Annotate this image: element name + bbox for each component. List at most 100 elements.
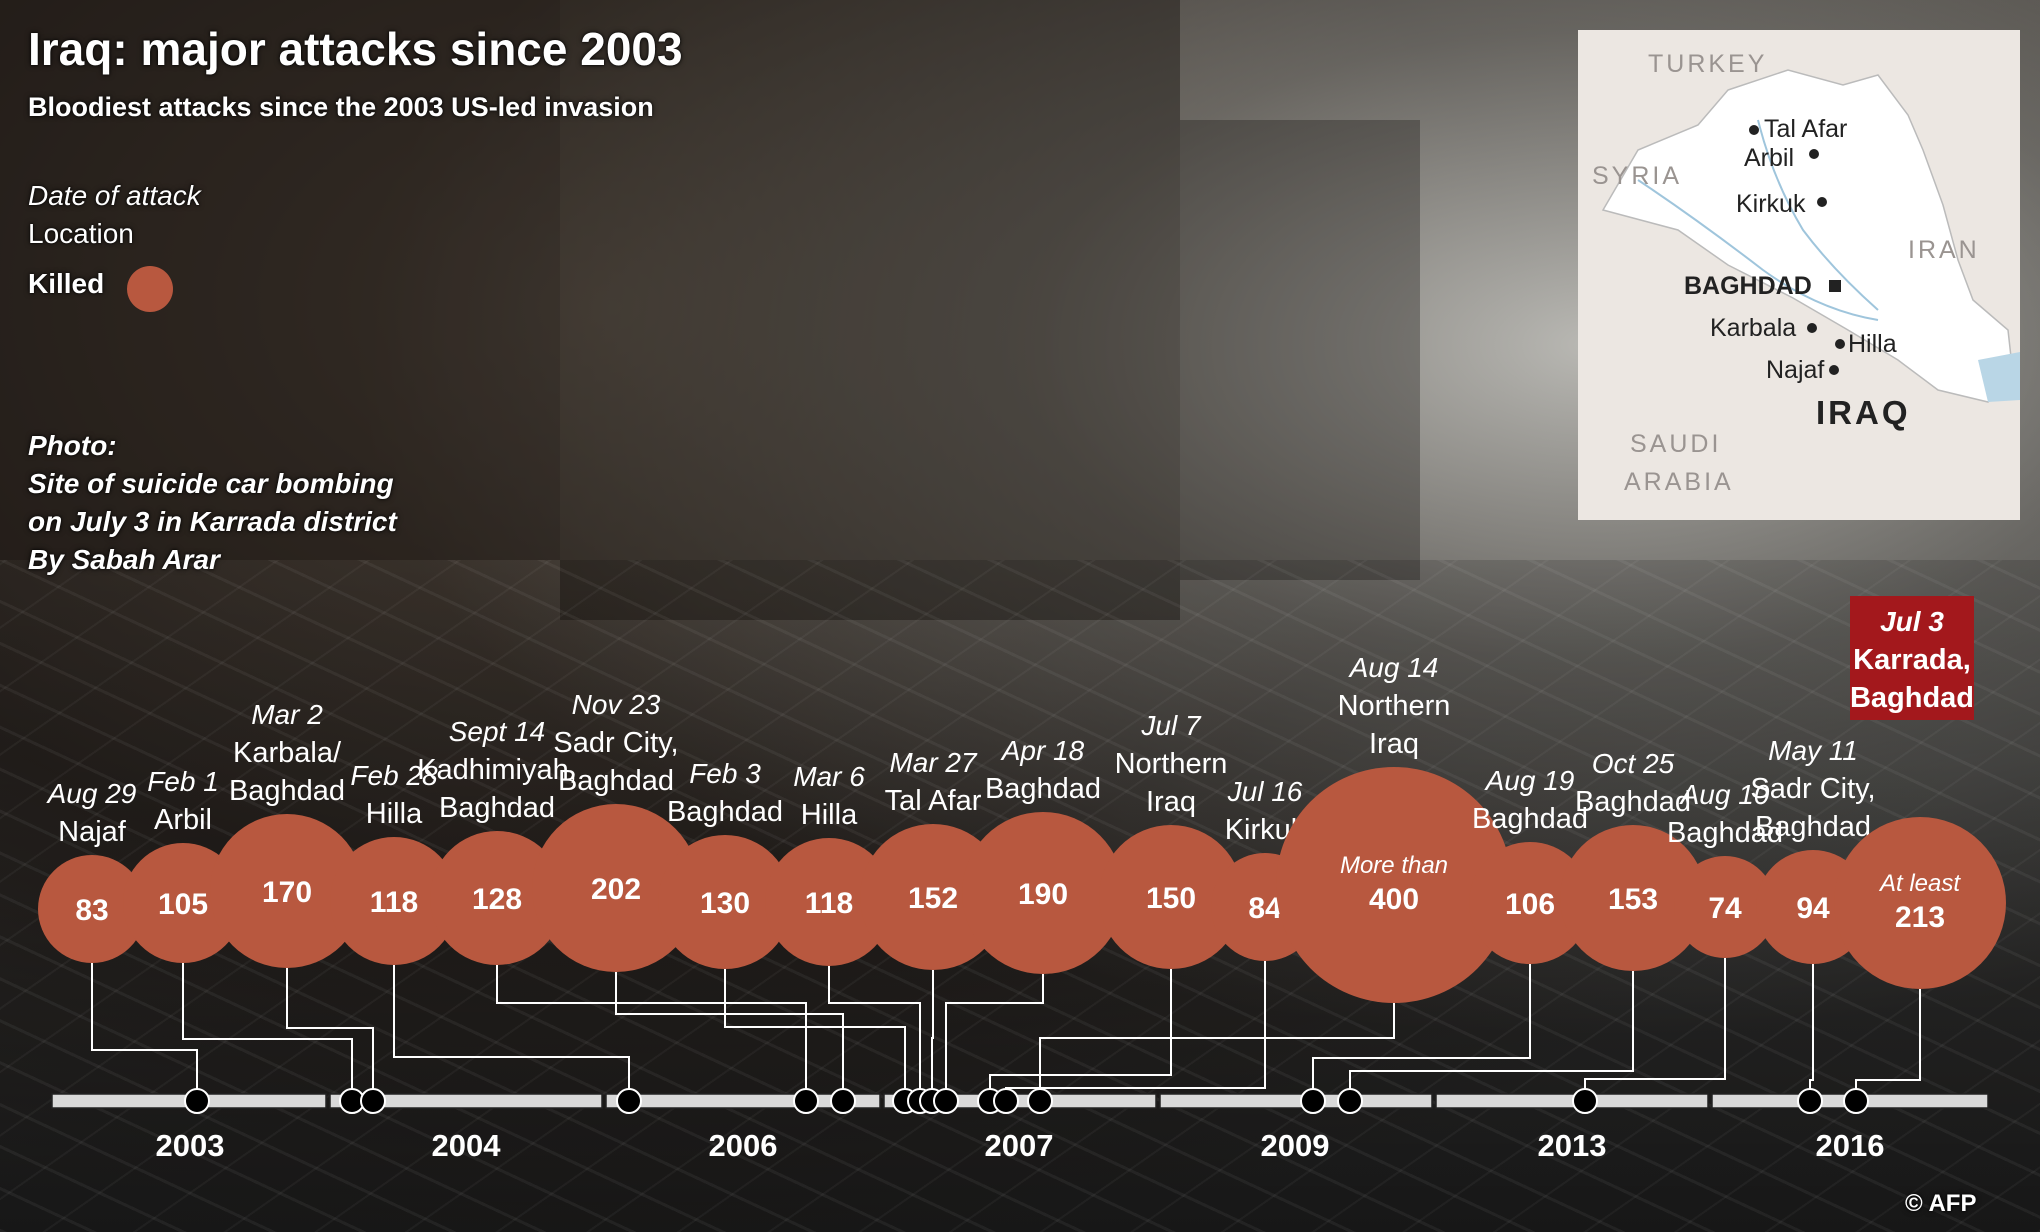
photo-credit-line2: Site of suicide car bombing <box>28 468 394 499</box>
event-connector-10 <box>989 969 1172 1101</box>
axis-year-label-2007: 2007 <box>985 1128 1054 1163</box>
event-date-label-1: Feb 1 <box>147 766 219 797</box>
event-location-label-7-0: Hilla <box>801 799 858 831</box>
killed-value-label-15: 74 <box>1708 892 1742 925</box>
event-location-label-3-0: Hilla <box>366 798 423 830</box>
killed-bubble-3 <box>330 837 458 965</box>
event-date-marker-3 <box>616 1088 642 1114</box>
killed-bubble-4 <box>430 831 564 965</box>
event-connector-8 <box>931 970 934 1101</box>
event-location-label-4-0: Kadhimiyah, <box>417 754 577 786</box>
event-date-marker-17 <box>1843 1088 1869 1114</box>
axis-year-label-2004: 2004 <box>432 1128 502 1163</box>
event-date-label-11: Jul 16 <box>1227 776 1303 807</box>
map-label-tal-afar: Tal Afar <box>1764 115 1848 143</box>
event-connector-11 <box>1005 961 1266 1101</box>
burned-building-left <box>0 0 560 560</box>
event-date-label-3: Feb 28 <box>350 760 438 791</box>
event-location-label-16-1: Baghdad <box>1755 811 1871 843</box>
event-location-label-1-0: Arbil <box>154 804 212 836</box>
event-date-label-0: Aug 29 <box>46 778 137 809</box>
event-location-label-5-0: Sadr City, <box>553 727 678 759</box>
killed-value-label-11: 84 <box>1248 892 1282 925</box>
killed-value-label-3: 118 <box>370 886 418 919</box>
event-connector-4 <box>496 965 807 1101</box>
map-label-kirkuk: Kirkuk <box>1736 190 1806 218</box>
event-connector-15 <box>1584 958 1726 1101</box>
event-date-marker-14 <box>1337 1088 1363 1114</box>
axis-year-label-2009: 2009 <box>1261 1128 1330 1163</box>
killed-value-label-6: 130 <box>700 887 750 920</box>
event-connector-17 <box>1855 989 1921 1101</box>
event-location-label-10-1: Iraq <box>1146 786 1196 818</box>
event-connector-16 <box>1809 964 1814 1101</box>
event-date-label-16: May 11 <box>1768 735 1858 766</box>
photo-credit-line4: By Sabah Arar <box>28 544 220 575</box>
map-label-hilla: Hilla <box>1848 330 1897 358</box>
key-bubble-icon <box>127 266 173 312</box>
killed-value-label-14: 153 <box>1608 883 1658 916</box>
axis-year-label-2006: 2006 <box>709 1128 778 1163</box>
event-connector-2 <box>286 968 374 1101</box>
map-label-turkey: TURKEY <box>1648 50 1768 78</box>
event-date-label-7: Mar 6 <box>793 761 865 792</box>
event-date-marker-9 <box>933 1088 959 1114</box>
event-location-label-5-1: Baghdad <box>558 765 674 797</box>
event-date-label-14: Oct 25 <box>1592 748 1675 779</box>
timeline-axis-segment-2009 <box>1159 1093 1433 1109</box>
tigris-river <box>1757 119 1879 311</box>
event-connector-6 <box>724 969 906 1101</box>
map-label-iraq: IRAQ <box>1816 394 1911 431</box>
map-label-arbil: Arbil <box>1744 144 1795 172</box>
event-location-label-13-0: Baghdad <box>1472 803 1588 835</box>
killed-value-label-8: 152 <box>908 882 958 915</box>
killed-bubble-17 <box>1834 817 2006 989</box>
killed-bubble-0 <box>38 855 146 963</box>
dot-baghdad <box>1829 280 1841 292</box>
killed-value-label-7: 118 <box>805 887 853 920</box>
key-killed: Killed <box>28 268 105 299</box>
axis-year-label-2016: 2016 <box>1816 1128 1885 1163</box>
event-date-label-9: Apr 18 <box>1000 735 1085 766</box>
event-location-label-9-0: Baghdad <box>985 773 1101 805</box>
event-date-marker-11 <box>993 1088 1019 1114</box>
killed-bubble-10 <box>1099 825 1243 969</box>
event-location-label-2-1: Baghdad <box>229 775 345 807</box>
event-date-marker-12 <box>1027 1088 1053 1114</box>
event-connector-5 <box>615 972 844 1101</box>
event-connector-14 <box>1349 971 1634 1101</box>
dot-karbala <box>1807 323 1817 333</box>
killed-value-label-10: 150 <box>1146 882 1196 915</box>
event-location-label-12-1: Iraq <box>1369 728 1419 760</box>
euphrates-river <box>1637 179 1879 321</box>
event-location-label-14-0: Baghdad <box>1575 786 1691 818</box>
killed-value-label-2: 170 <box>262 876 312 909</box>
killed-bubble-7 <box>765 838 893 966</box>
event-connector-3 <box>393 965 630 1101</box>
dot-arbil <box>1809 149 1819 159</box>
killed-bubble-14 <box>1560 825 1706 971</box>
killed-value-label-17: 213 <box>1895 901 1945 934</box>
event-date-label-12: Aug 14 <box>1348 652 1439 683</box>
killed-value-label-9: 190 <box>1018 878 1068 911</box>
event-location-label-4-1: Baghdad <box>439 792 555 824</box>
event-location-label-17-0: Karrada, <box>1853 644 1971 676</box>
dot-kirkuk <box>1817 197 1827 207</box>
map-label-saudi: SAUDI <box>1630 430 1722 458</box>
map-label-iran: IRAN <box>1908 236 1980 264</box>
killed-value-label-12: 400 <box>1369 883 1419 916</box>
dot-tal-afar <box>1749 125 1759 135</box>
highlight-box-karrada <box>1850 596 1974 720</box>
page-subtitle: Bloodiest attacks since the 2003 US-led … <box>28 92 654 122</box>
map-label-najaf: Najaf <box>1766 356 1825 384</box>
map-label-arabia: ARABIA <box>1624 468 1734 496</box>
event-connector-7 <box>828 966 921 1101</box>
killed-prefix-label-17: At least <box>1878 870 1961 897</box>
event-date-marker-13 <box>1300 1088 1326 1114</box>
killed-bubble-9 <box>962 812 1124 974</box>
killed-bubble-12 <box>1276 767 1512 1003</box>
killed-value-label-16: 94 <box>1796 892 1830 925</box>
event-date-marker-15 <box>1572 1088 1598 1114</box>
killed-bubble-2 <box>210 814 364 968</box>
